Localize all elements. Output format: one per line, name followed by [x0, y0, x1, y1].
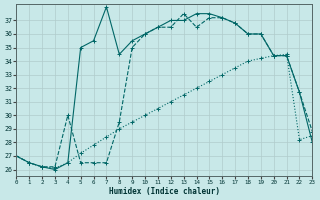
X-axis label: Humidex (Indice chaleur): Humidex (Indice chaleur) [109, 187, 220, 196]
